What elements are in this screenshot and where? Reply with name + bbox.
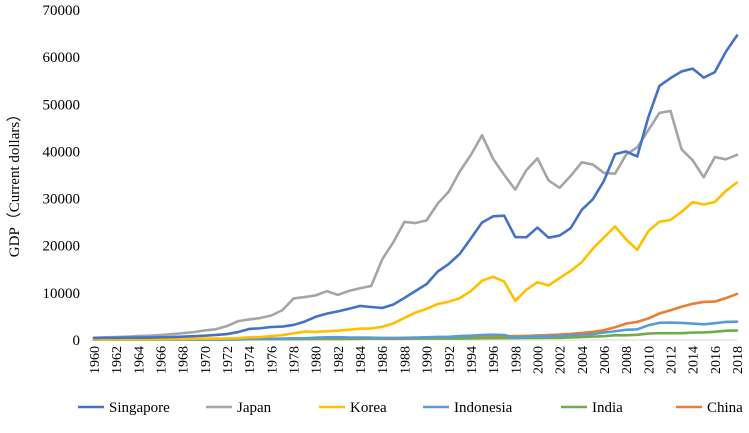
legend-label: China	[707, 400, 743, 416]
x-tick-label: 1980	[310, 346, 325, 374]
x-tick-label: 1962	[110, 346, 125, 374]
x-tick-label: 2010	[642, 346, 657, 374]
x-tick-label: 2008	[620, 346, 635, 374]
x-tick-label: 1970	[199, 346, 214, 374]
x-tick-label: 1978	[288, 346, 303, 374]
y-axis-ticks: 0 10000 20000 30000 40000 50000 60000 70000	[43, 3, 81, 349]
y-axis-title: GDP（Current dollars）	[6, 107, 23, 257]
x-tick-label: 1960	[88, 346, 103, 374]
legend-label: Korea	[350, 400, 387, 416]
series-line-singapore	[92, 34, 739, 340]
x-tick-label: 1974	[243, 346, 258, 374]
x-tick-label: 2006	[598, 346, 613, 374]
x-tick-label: 1976	[265, 346, 280, 374]
legend-label: Singapore	[109, 400, 170, 416]
y-tick-label: 30000	[43, 192, 81, 208]
series-line-korea	[92, 181, 739, 341]
legend-label: Indonesia	[454, 400, 513, 416]
x-axis-ticks: 1960 1962 1964 1966 1968 1970 1972 1974 1976 1978…	[88, 346, 746, 374]
x-tick-label: 1998	[509, 346, 524, 374]
x-tick-label: 1990	[421, 346, 436, 374]
x-tick-label: 1966	[155, 346, 170, 374]
x-tick-label: 1984	[354, 346, 369, 374]
x-tick-label: 1994	[465, 346, 480, 374]
legend-label: Japan	[237, 400, 272, 416]
x-tick-label: 1986	[376, 346, 391, 374]
x-tick-label: 1968	[177, 346, 192, 374]
y-tick-label: 10000	[43, 286, 81, 302]
x-tick-label: 1996	[487, 346, 502, 374]
y-tick-label: 40000	[43, 144, 81, 160]
x-tick-label: 1972	[221, 346, 236, 374]
x-tick-label: 1988	[398, 346, 413, 374]
x-tick-label: 2016	[709, 346, 724, 374]
y-tick-label: 60000	[43, 50, 81, 66]
y-tick-label: 0	[73, 333, 81, 349]
y-tick-label: 20000	[43, 239, 81, 255]
x-tick-label: 2002	[554, 346, 569, 374]
legend-label: India	[592, 400, 623, 416]
x-tick-label: 1992	[443, 346, 458, 374]
x-tick-label: 2018	[731, 346, 746, 374]
legend: Singapore Japan Korea Indonesia India China	[78, 400, 743, 416]
x-tick-label: 2004	[576, 346, 591, 374]
x-tick-label: 2012	[664, 346, 679, 374]
plot-area	[92, 34, 739, 342]
x-tick-label: 2014	[687, 346, 702, 374]
x-tick-label: 2000	[531, 346, 546, 374]
y-tick-label: 70000	[43, 3, 81, 19]
y-tick-label: 50000	[43, 97, 81, 113]
x-tick-label: 1982	[332, 346, 347, 374]
x-tick-label: 1964	[132, 346, 147, 374]
